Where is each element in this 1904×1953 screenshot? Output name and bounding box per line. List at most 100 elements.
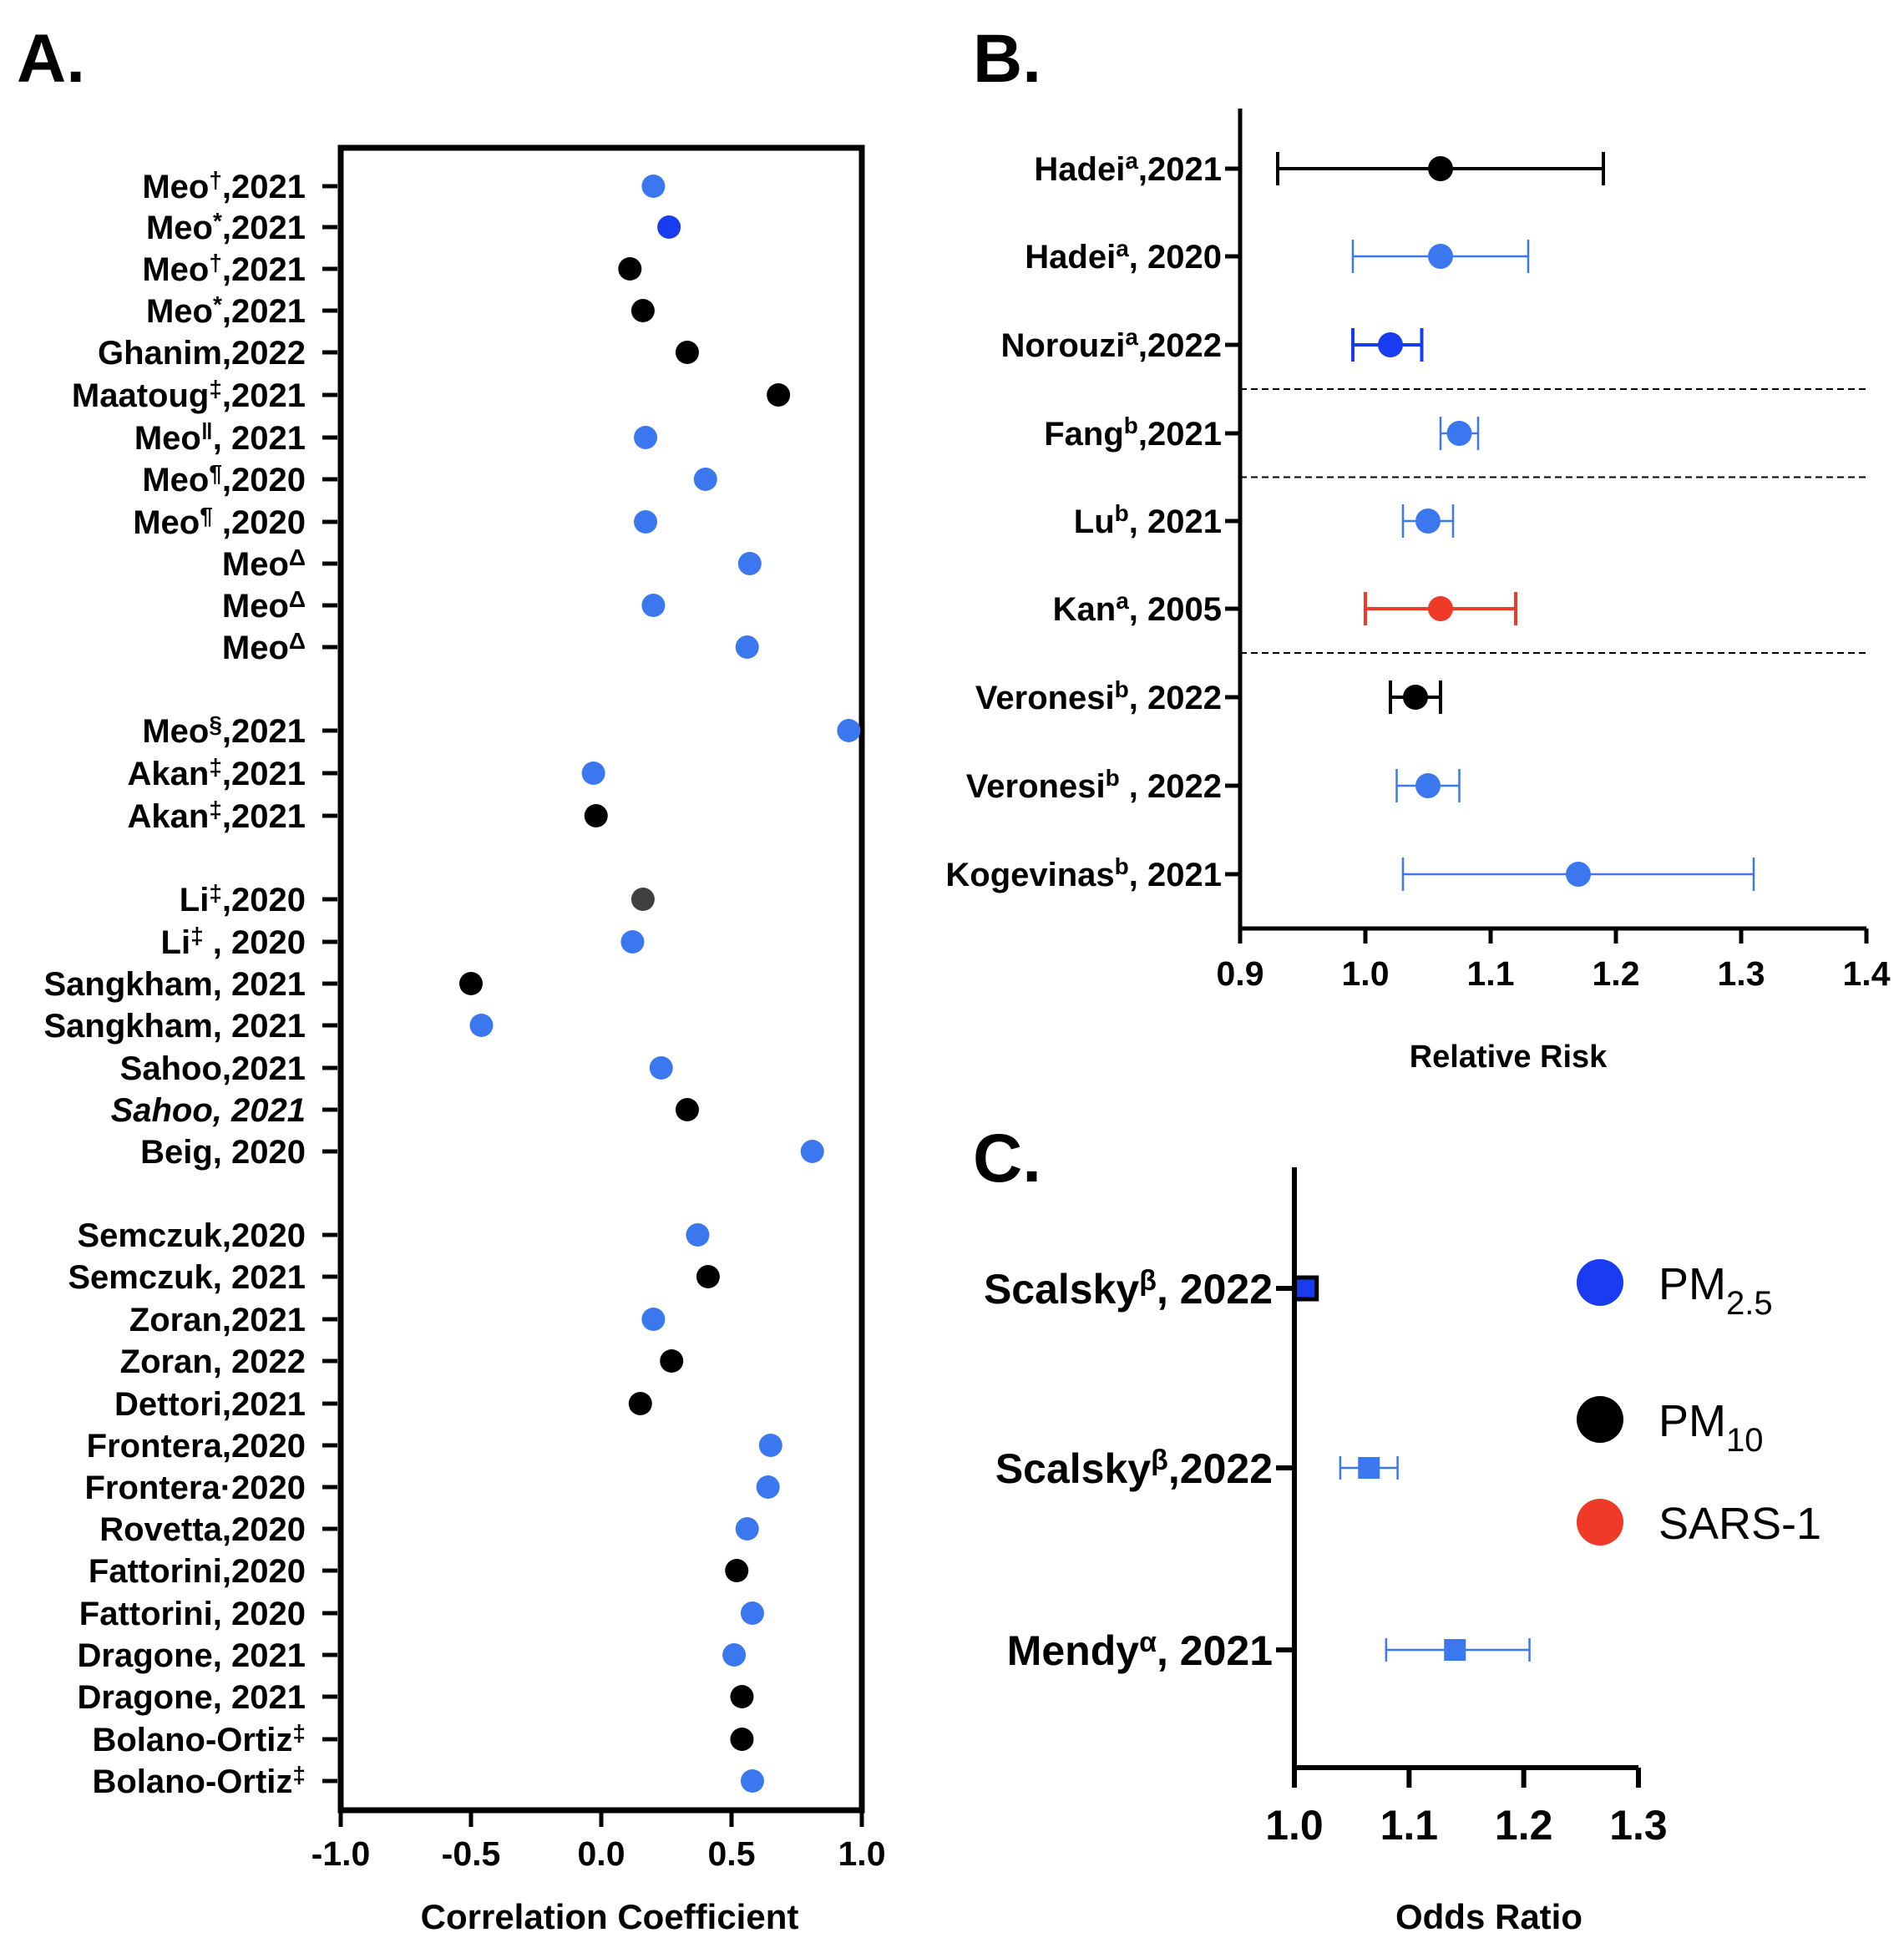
legend-label: PM2.5 xyxy=(1658,1259,1773,1322)
panel-a-study-label-main: Semczuk, 2021 xyxy=(68,1259,306,1296)
panel-a-study-label: Meo*,2021 xyxy=(146,208,306,246)
panel-a-study-label-superscript: ‡ xyxy=(190,923,204,949)
panel-a-x-tick-label: 0.5 xyxy=(708,1834,756,1873)
panel-a-data-point xyxy=(628,1392,652,1415)
panel-b-study-label-main: Fang xyxy=(1044,416,1124,453)
panel-a-data-point xyxy=(581,761,605,785)
panel-a-study-label-main: Meo xyxy=(142,713,209,750)
panel-a-data-point xyxy=(584,804,608,827)
panel-c-study-label-main: Scalsky xyxy=(995,1445,1151,1492)
panel-b-study-label-superscript: b xyxy=(1115,676,1129,702)
panel-a-study-label-superscript: Δ xyxy=(289,544,306,570)
panel-a-data-point xyxy=(735,1517,759,1541)
panel-a-study-label: Semczuk,2020 xyxy=(77,1217,306,1254)
panel-c-x-axis-title: Odds Ratio xyxy=(1395,1897,1582,1936)
panel-a-study-label: Sangkham, 2021 xyxy=(44,1008,306,1045)
panel-a-study-label-main: Li xyxy=(180,882,210,918)
panel-b-study-label: Lub, 2021 xyxy=(1074,500,1222,540)
panel-a-study-label: Zoran,2021 xyxy=(129,1302,306,1338)
panel-c-study-label: Scalskyβ,2022 xyxy=(995,1445,1273,1492)
panel-a-data-point xyxy=(469,1014,494,1037)
panel-a-data-point xyxy=(686,1223,710,1247)
panel-a-study-label-suffix: ·2020 xyxy=(220,1470,306,1506)
panel-a-study-label-superscript: ‡ xyxy=(209,880,222,906)
panel-a-study-label-superscript: ¶ xyxy=(209,460,222,486)
panel-b-study-label-main: Kan xyxy=(1053,591,1117,628)
panel-a-study-label-main: Meo xyxy=(222,630,289,666)
panel-b-study-label: Kana, 2005 xyxy=(1053,588,1222,628)
panel-a-data-point xyxy=(696,1265,720,1288)
panel-a-study-label: Meo†,2021 xyxy=(142,167,306,205)
panel-a-data-point xyxy=(730,1685,754,1708)
panel-a-letter: A. xyxy=(17,21,85,97)
panel-a-study-label: Dettori,2021 xyxy=(114,1386,306,1423)
panel-a-study-label: Fattorini,2020 xyxy=(89,1553,306,1590)
panel-a-study-label-main: Maatoug xyxy=(72,377,209,414)
legend-label-main: PM xyxy=(1658,1259,1726,1309)
panel-a-data-point xyxy=(693,468,717,491)
panel-a-study-label: Ghanim,2022 xyxy=(98,335,306,372)
panel-a-study-label: MeoΔ xyxy=(222,544,306,583)
panel-a-study-label-main: Frontera xyxy=(84,1470,220,1506)
panel-b-study-label-main: Lu xyxy=(1074,503,1115,540)
panel-a-data-point xyxy=(660,1349,684,1373)
panel-a-data-point xyxy=(641,175,666,198)
panel-a-data-point xyxy=(837,719,861,742)
panel-a-data-point xyxy=(634,426,658,449)
panel-b-point-estimate xyxy=(1415,508,1441,534)
panel-a-x-axis-title: Correlation Coefficient xyxy=(421,1897,799,1936)
panel-a-study-label-main: Meo xyxy=(133,504,200,541)
panel-a-data-point xyxy=(800,1140,824,1163)
panel-a-study-label-superscript: * xyxy=(213,208,222,234)
panel-a-study-label-suffix: ,2020 xyxy=(213,504,306,541)
panel-b-study-label-main: Kogevinas xyxy=(945,857,1114,893)
panel-a-study-label-main: Dragone, 2021 xyxy=(78,1637,306,1674)
panel-a-study-label: Meoǁ, 2021 xyxy=(134,418,306,457)
panel-b-x-tick-label: 0.9 xyxy=(1217,954,1264,993)
panel-b-study-label: Fangb,2021 xyxy=(1044,412,1222,453)
panel-b-study-label-suffix: , 2021 xyxy=(1129,857,1222,893)
panel-b-study-label-suffix: , 2022 xyxy=(1129,680,1222,716)
panel-a-study-label-main: Meo xyxy=(142,251,209,288)
legend-label-subscript: 2.5 xyxy=(1726,1285,1773,1322)
panel-a-study-label-superscript: ‡ xyxy=(209,376,222,402)
panel-c-study-label-suffix: ,2022 xyxy=(1168,1445,1273,1492)
panel-c-study-label-main: Mendy xyxy=(1007,1627,1140,1674)
panel-a-data-point xyxy=(735,635,759,659)
panel-a-study-label-main: Semczuk,2020 xyxy=(77,1217,306,1254)
panel-b-study-label-suffix: , 2005 xyxy=(1129,591,1222,628)
panel-a-study-label: Sangkham, 2021 xyxy=(44,966,306,1003)
panel-a-study-label-main: Frontera,2020 xyxy=(87,1428,306,1465)
panel-a-study-label: Zoran, 2022 xyxy=(120,1343,306,1380)
panel-a-study-label: MeoΔ xyxy=(222,586,306,625)
panel-a-study-label-suffix: ,2020 xyxy=(222,462,306,498)
panel-b-study-label-suffix: ,2021 xyxy=(1138,416,1222,453)
panel-a-study-label: Meo*,2021 xyxy=(146,291,306,330)
legend-label: PM10 xyxy=(1658,1396,1764,1459)
panel-a-x-tick-label: 0.0 xyxy=(578,1834,625,1873)
panel-a-data-point xyxy=(459,972,483,995)
panel-a-study-label-suffix: , 2020 xyxy=(204,924,306,961)
panel-a-study-label: Sahoo, 2021 xyxy=(111,1092,306,1129)
panel-a-study-label-main: Sahoo, 2021 xyxy=(111,1092,306,1129)
panel-a-study-label-main: Zoran,2021 xyxy=(129,1302,306,1338)
panel-c-study-label-superscript: β xyxy=(1151,1445,1168,1476)
panel-c-point-estimate xyxy=(1358,1457,1380,1479)
panel-a-study-label-suffix: ,2021 xyxy=(222,251,306,288)
panel-a-study-label-main: Meo xyxy=(146,293,213,330)
panel-b-study-label: Kogevinasb, 2021 xyxy=(945,853,1222,893)
panel-a-study-label: Semczuk, 2021 xyxy=(68,1259,306,1296)
panel-b-x-axis-title: Relative Risk xyxy=(1410,1040,1608,1075)
panel-b-study-label-main: Veronesi xyxy=(975,680,1115,716)
panel-c-study-label-superscript: β xyxy=(1139,1265,1157,1297)
panel-a-data-point xyxy=(618,257,642,281)
panel-a-study-label-main: Ghanim,2022 xyxy=(98,335,306,372)
panel-b-study-label-superscript: b xyxy=(1106,765,1120,791)
panel-b-point-estimate xyxy=(1378,332,1403,357)
panel-c-study-label-main: Scalsky xyxy=(984,1266,1139,1313)
panel-a-data-point xyxy=(722,1643,747,1667)
panel-a-data-point xyxy=(657,215,681,239)
panel-c-study-label-suffix: , 2022 xyxy=(1157,1266,1273,1313)
